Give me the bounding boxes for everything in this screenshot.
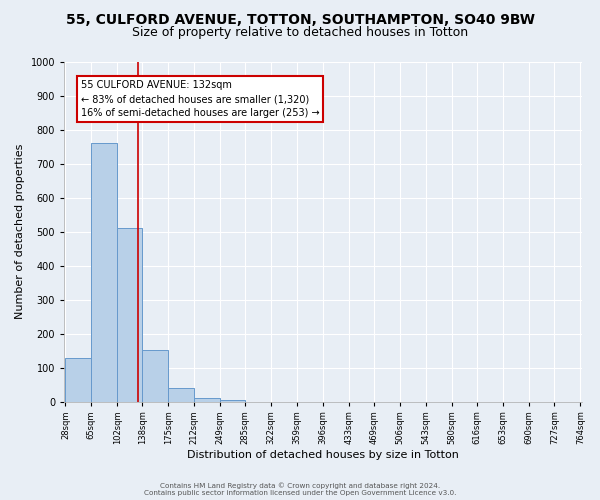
Text: 55, CULFORD AVENUE, TOTTON, SOUTHAMPTON, SO40 9BW: 55, CULFORD AVENUE, TOTTON, SOUTHAMPTON,… — [65, 12, 535, 26]
X-axis label: Distribution of detached houses by size in Totton: Distribution of detached houses by size … — [187, 450, 459, 460]
Y-axis label: Number of detached properties: Number of detached properties — [15, 144, 25, 319]
Bar — [142, 350, 169, 402]
Bar — [220, 400, 245, 402]
Text: Contains public sector information licensed under the Open Government Licence v3: Contains public sector information licen… — [144, 490, 456, 496]
Bar — [169, 388, 194, 402]
Bar — [194, 398, 220, 402]
Text: Size of property relative to detached houses in Totton: Size of property relative to detached ho… — [132, 26, 468, 39]
Bar — [65, 358, 91, 402]
Bar — [117, 228, 142, 402]
Text: Contains HM Land Registry data © Crown copyright and database right 2024.: Contains HM Land Registry data © Crown c… — [160, 482, 440, 489]
Text: 55 CULFORD AVENUE: 132sqm
← 83% of detached houses are smaller (1,320)
16% of se: 55 CULFORD AVENUE: 132sqm ← 83% of detac… — [81, 80, 319, 118]
Bar — [91, 143, 117, 402]
